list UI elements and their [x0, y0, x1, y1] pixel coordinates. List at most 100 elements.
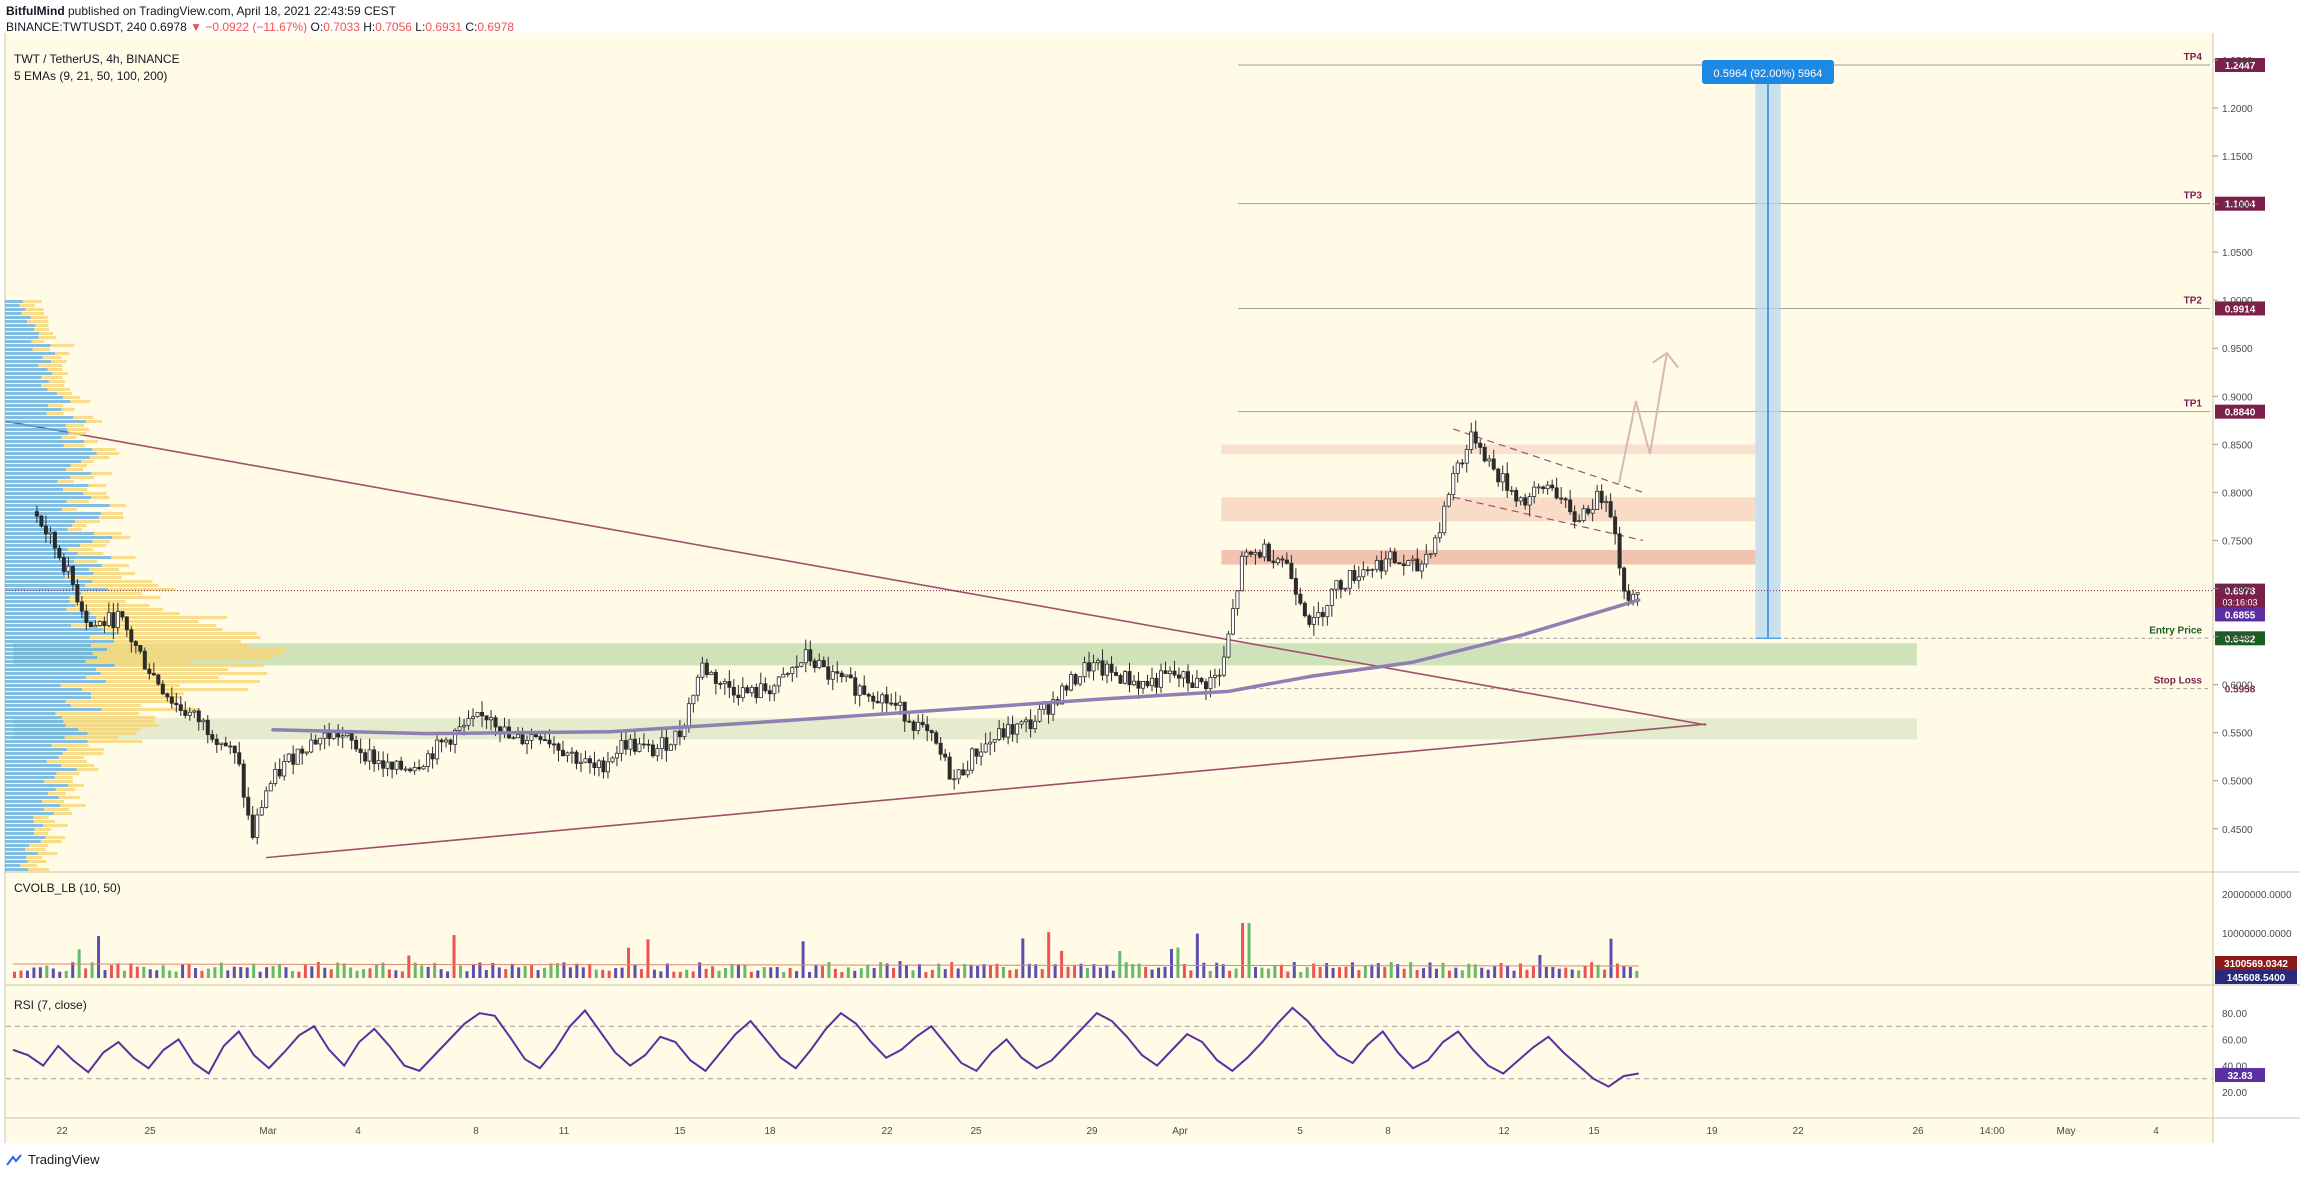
volume-bar[interactable] — [730, 963, 734, 978]
candle-body[interactable] — [749, 686, 754, 694]
candle-body[interactable] — [551, 743, 556, 746]
volume-bar[interactable] — [672, 971, 676, 978]
candle-body[interactable] — [1527, 496, 1532, 506]
rsi-line[interactable] — [12, 1006, 1639, 1088]
volume-indicator-title[interactable]: CVOLB_LB (10, 50) — [14, 881, 121, 895]
volume-bar[interactable] — [374, 964, 378, 978]
volume-bar[interactable] — [736, 964, 740, 978]
volume-bar[interactable] — [484, 970, 488, 978]
volume-bar[interactable] — [252, 963, 256, 978]
candle-body[interactable] — [691, 694, 696, 705]
volume-bar[interactable] — [84, 968, 88, 978]
candle-body[interactable] — [291, 753, 296, 765]
volume-bar[interactable] — [265, 967, 269, 978]
volume-bar[interactable] — [239, 967, 243, 978]
candle-body[interactable] — [1289, 562, 1294, 579]
candle-body[interactable] — [444, 739, 449, 743]
volume-bar[interactable] — [930, 969, 934, 978]
candle-body[interactable] — [601, 760, 606, 773]
volume-bar[interactable] — [879, 962, 883, 978]
candle-body[interactable] — [1554, 487, 1559, 499]
candle-body[interactable] — [1199, 677, 1204, 683]
volume-bar[interactable] — [1144, 966, 1148, 978]
volume-bar[interactable] — [963, 964, 967, 978]
volume-bar[interactable] — [284, 967, 288, 978]
volume-bar[interactable] — [995, 963, 999, 978]
candle-body[interactable] — [884, 694, 889, 704]
volume-bar[interactable] — [575, 963, 579, 978]
ema-200-line[interactable] — [271, 598, 1641, 736]
candle-body[interactable] — [1257, 552, 1262, 558]
candle-body[interactable] — [1518, 497, 1523, 502]
volume-bar[interactable] — [859, 968, 863, 978]
volume-bar[interactable] — [13, 971, 17, 978]
candle-body[interactable] — [259, 807, 264, 816]
volume-bar[interactable] — [1447, 970, 1451, 978]
candle-body[interactable] — [1185, 671, 1190, 684]
candle-body[interactable] — [880, 694, 885, 704]
volume-bar[interactable] — [155, 970, 159, 978]
volume-bar[interactable] — [530, 964, 534, 978]
volume-bar[interactable] — [1001, 966, 1005, 978]
candle-body[interactable] — [943, 753, 948, 758]
candle-body[interactable] — [857, 685, 862, 696]
candle-body[interactable] — [1262, 543, 1267, 558]
volume-bar[interactable] — [206, 968, 210, 978]
measure-label-box[interactable] — [1701, 60, 1834, 84]
volume-bar[interactable] — [659, 971, 663, 978]
volume-bar[interactable] — [1182, 963, 1186, 978]
candle-body[interactable] — [1523, 497, 1528, 506]
volume-bar[interactable] — [420, 965, 424, 978]
volume-bar[interactable] — [1590, 962, 1594, 978]
candle-body[interactable] — [1037, 708, 1042, 722]
candle-body[interactable] — [1392, 551, 1397, 564]
volume-bar[interactable] — [904, 964, 908, 978]
candle-body[interactable] — [1401, 563, 1406, 566]
candle-body[interactable] — [587, 758, 592, 764]
candle-body[interactable] — [1455, 462, 1460, 474]
candle-body[interactable] — [1451, 472, 1456, 495]
volume-bar[interactable] — [194, 968, 198, 978]
candle-body[interactable] — [1015, 723, 1020, 735]
volume-bar[interactable] — [1266, 968, 1270, 978]
volume-bar[interactable] — [368, 968, 372, 978]
candle-body[interactable] — [1073, 674, 1078, 685]
candle-body[interactable] — [363, 752, 368, 762]
candle-body[interactable] — [826, 666, 831, 680]
price-pane[interactable]: 0.5964 (92.00%) 5964 TP4 1.2447 TP3 1.1004 TP… — [5, 52, 2265, 871]
candle-body[interactable] — [214, 738, 219, 745]
volume-bar[interactable] — [588, 963, 592, 978]
candle-body[interactable] — [1617, 533, 1622, 569]
candle-body[interactable] — [367, 749, 372, 762]
volume-bar[interactable] — [543, 967, 547, 978]
volume-bar[interactable] — [1195, 933, 1199, 978]
candle-body[interactable] — [1365, 569, 1370, 572]
volume-bar[interactable] — [1299, 971, 1303, 978]
candle-body[interactable] — [183, 710, 188, 716]
volume-bar[interactable] — [678, 971, 682, 978]
candle-body[interactable] — [39, 515, 44, 527]
volume-bar[interactable] — [1008, 970, 1012, 978]
volume-bar[interactable] — [323, 967, 327, 978]
candle-body[interactable] — [1329, 588, 1334, 606]
candle-body[interactable] — [569, 751, 574, 754]
volume-bar[interactable] — [1073, 965, 1077, 978]
candle-body[interactable] — [484, 715, 489, 721]
volume-pane[interactable]: 20000000.0000 10000000.0000 3100569.0342 14… — [13, 890, 2297, 984]
candle-body[interactable] — [1248, 551, 1253, 555]
candle-body[interactable] — [1442, 505, 1447, 534]
candle-body[interactable] — [345, 732, 350, 737]
volume-bar[interactable] — [103, 970, 107, 978]
volume-bar[interactable] — [1105, 964, 1109, 978]
candle-body[interactable] — [300, 748, 305, 754]
volume-bar[interactable] — [316, 962, 320, 978]
candle-body[interactable] — [1568, 499, 1573, 513]
candle-body[interactable] — [1266, 543, 1271, 562]
candle-body[interactable] — [938, 742, 943, 755]
volume-bar[interactable] — [646, 939, 650, 978]
candle-body[interactable] — [934, 732, 939, 744]
candle-body[interactable] — [156, 674, 161, 685]
candle-body[interactable] — [376, 760, 381, 765]
volume-bar[interactable] — [989, 964, 993, 978]
